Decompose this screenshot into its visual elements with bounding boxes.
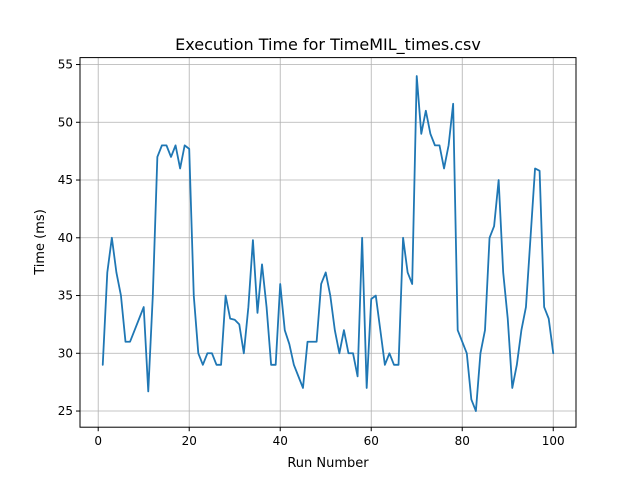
x-tick-label: 40 [273, 434, 288, 448]
y-tick-label: 55 [58, 58, 73, 72]
x-axis-label: Run Number [287, 456, 369, 471]
x-tick-label: 20 [182, 434, 197, 448]
y-tick-label: 35 [58, 289, 73, 303]
series-line [101, 75, 555, 412]
x-tick-label: 80 [455, 434, 470, 448]
grid [80, 57, 576, 428]
series-layer [101, 75, 555, 412]
x-tick-label: 60 [364, 434, 379, 448]
y-tick-label: 30 [58, 346, 73, 360]
plot-frame [79, 57, 577, 428]
y-axis-label: Time (ms) [33, 209, 48, 276]
x-tick-label: 0 [94, 434, 102, 448]
chart-title: Execution Time for TimeMIL_times.csv [175, 35, 481, 55]
y-tick-label: 25 [58, 404, 73, 418]
y-tick-label: 50 [58, 115, 73, 129]
x-tick-label: 100 [542, 434, 565, 448]
axis-ticks: 0 20 40 60 80 100 25 30 35 40 45 50 55 [58, 58, 565, 449]
y-tick-label: 45 [58, 173, 73, 187]
y-tick-label: 40 [58, 231, 73, 245]
